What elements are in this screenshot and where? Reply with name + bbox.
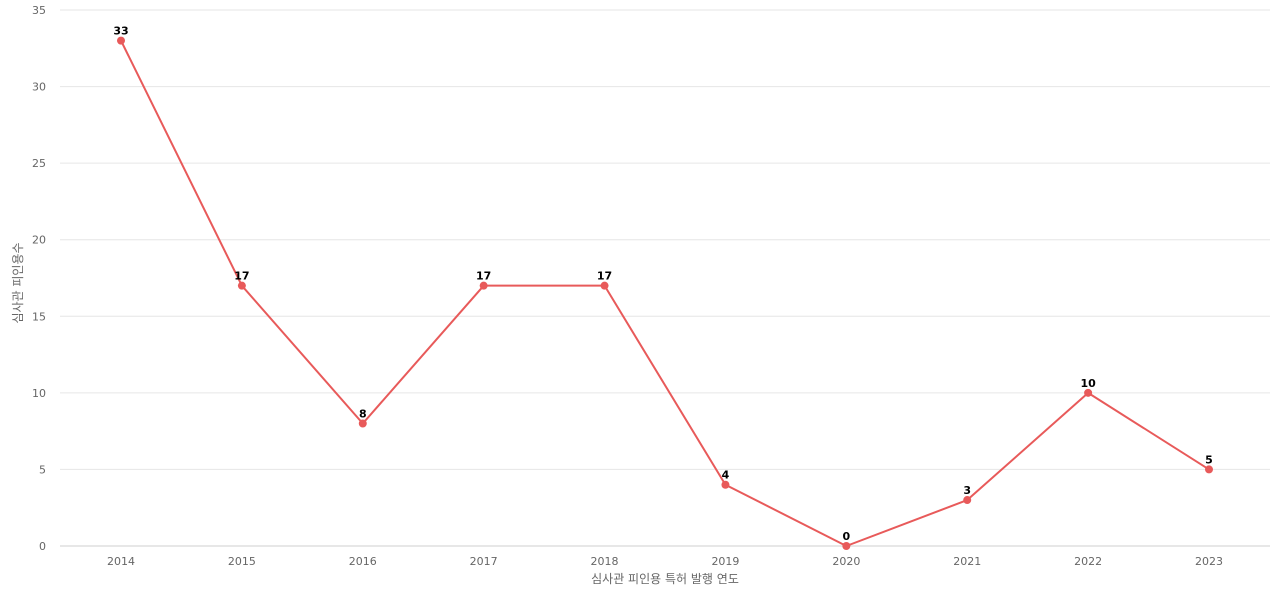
x-tick-label: 2014 xyxy=(107,555,135,568)
y-axis-title: 심사관 피인용수 xyxy=(11,242,25,323)
data-point[interactable] xyxy=(721,480,730,489)
y-tick-label: 25 xyxy=(32,157,46,170)
data-label: 0 xyxy=(843,530,851,543)
data-point[interactable] xyxy=(358,419,367,428)
y-axis: 0 5 10 15 20 25 30 35 xyxy=(32,4,46,553)
data-label: 17 xyxy=(234,270,249,283)
data-point[interactable] xyxy=(479,281,488,290)
data-label: 8 xyxy=(359,407,367,420)
y-tick-label: 20 xyxy=(32,234,46,247)
y-tick-label: 30 xyxy=(32,81,46,94)
data-point[interactable] xyxy=(1084,388,1093,397)
x-tick-label: 2019 xyxy=(711,555,739,568)
y-tick-label: 10 xyxy=(32,387,46,400)
data-point[interactable] xyxy=(117,36,125,45)
x-tick-label: 2016 xyxy=(349,555,377,568)
data-point[interactable] xyxy=(600,281,609,290)
point-layer xyxy=(117,36,1213,550)
data-label: 17 xyxy=(597,270,612,283)
data-point[interactable] xyxy=(237,281,246,290)
x-tick-label: 2022 xyxy=(1074,555,1102,568)
data-point[interactable] xyxy=(1205,465,1213,474)
x-tick-label: 2021 xyxy=(953,555,981,568)
series-line xyxy=(120,40,1210,547)
x-tick-label: 2015 xyxy=(228,555,256,568)
data-point[interactable] xyxy=(842,542,851,550)
x-axis-title: 심사관 피인용 특허 발행 연도 xyxy=(591,571,739,586)
y-tick-label: 5 xyxy=(39,463,46,476)
data-label: 33 xyxy=(113,25,128,38)
y-tick-label: 35 xyxy=(32,4,46,17)
data-label: 5 xyxy=(1205,453,1213,466)
data-point[interactable] xyxy=(963,496,972,505)
x-tick-label: 2023 xyxy=(1195,555,1223,568)
data-label: 17 xyxy=(476,270,491,283)
series-layer xyxy=(120,40,1210,547)
data-label-layer: 33 17 8 17 17 4 0 3 10 5 xyxy=(113,25,1212,543)
data-label: 4 xyxy=(722,469,730,482)
y-tick-label: 15 xyxy=(32,310,46,323)
data-label: 10 xyxy=(1080,377,1096,390)
x-tick-label: 2018 xyxy=(591,555,619,568)
x-tick-label: 2017 xyxy=(470,555,498,568)
y-tick-label: 0 xyxy=(39,540,46,553)
grid-layer xyxy=(60,9,1270,547)
x-tick-label: 2020 xyxy=(832,555,860,568)
data-label: 3 xyxy=(963,484,971,497)
x-axis: 2014 2015 2016 2017 2018 2019 2020 2021 2022 2023 xyxy=(107,555,1223,568)
